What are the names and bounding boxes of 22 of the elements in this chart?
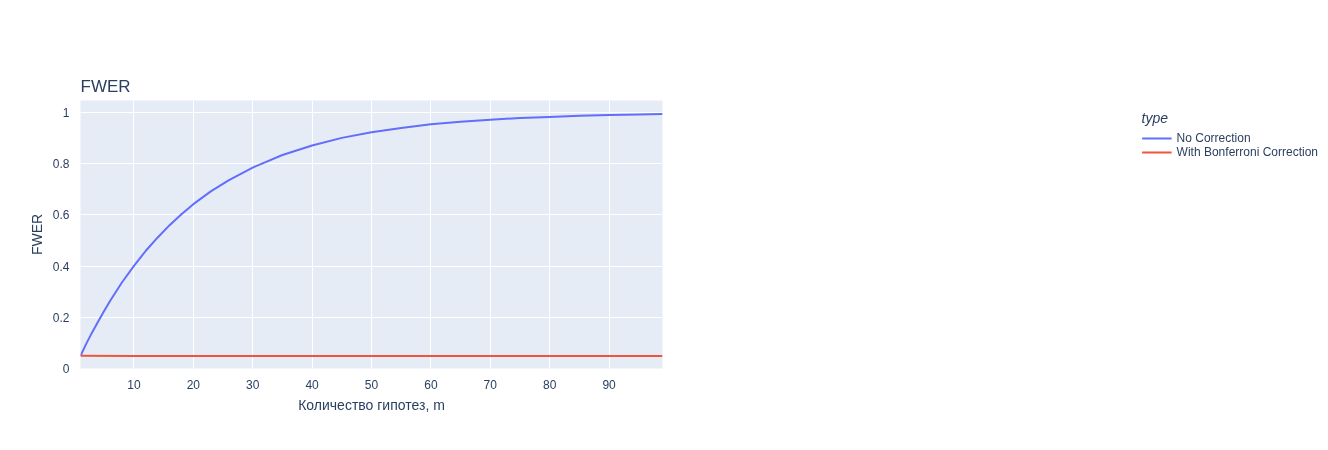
x-tick-label: 20 <box>186 377 201 392</box>
x-tick-label: 40 <box>305 377 320 392</box>
x-tick-label: 10 <box>127 377 141 392</box>
y-tick-label: 0 <box>62 362 70 376</box>
y-tick-label: 0.6 <box>52 208 70 223</box>
x-tick-label: 90 <box>602 377 617 392</box>
x-tick-label: 50 <box>364 377 379 392</box>
legend-label: With Bonferroni Correction <box>1176 145 1318 159</box>
y-tick-label: 0.8 <box>52 157 70 172</box>
x-tick-label: 80 <box>542 377 557 392</box>
y-tick-label: 0.4 <box>52 259 70 274</box>
x-axis-title: Количество гипотез, m <box>298 396 445 413</box>
y-axis-title: FWER <box>28 213 45 256</box>
y-tick-label: 1 <box>62 106 70 121</box>
line-series <box>80 113 663 357</box>
x-tick-label: 70 <box>483 377 498 392</box>
chart-title: FWER <box>80 76 131 96</box>
x-tick-label: 30 <box>246 377 260 392</box>
x-tick-label: 60 <box>424 377 438 392</box>
legend-label: No Correction <box>1176 131 1251 145</box>
y-tick-label: 0.2 <box>52 310 70 325</box>
legend-title: type <box>1141 110 1170 126</box>
